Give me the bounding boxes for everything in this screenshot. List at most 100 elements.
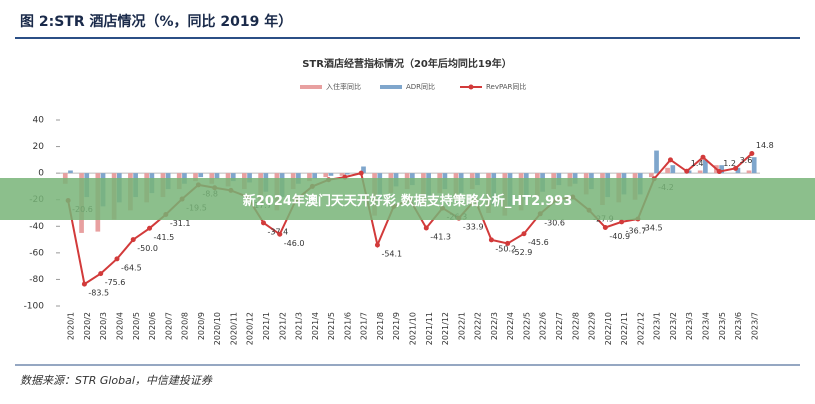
x-tick-label: 2023/4 bbox=[702, 312, 711, 340]
line-marker bbox=[130, 237, 136, 243]
data-label: -45.6 bbox=[528, 238, 549, 247]
y-tick-label: 40 bbox=[33, 116, 45, 126]
bar bbox=[230, 173, 236, 182]
bar bbox=[193, 173, 198, 182]
data-label: -83.5 bbox=[88, 289, 109, 298]
bar bbox=[719, 165, 724, 174]
x-tick-label: 2022/11 bbox=[620, 312, 629, 345]
x-tick-label: 2021/8 bbox=[376, 312, 385, 340]
line-marker bbox=[619, 219, 625, 225]
x-tick-label: 2022/2 bbox=[474, 312, 483, 340]
x-tick-label: 2021/10 bbox=[409, 312, 418, 345]
header-title: 图 2:STR 酒店情况（%，同比 2019 年） bbox=[20, 13, 292, 30]
data-label: -75.6 bbox=[105, 278, 126, 287]
line-marker bbox=[716, 169, 722, 175]
x-tick-label: 2021/9 bbox=[392, 312, 401, 340]
bar bbox=[665, 167, 670, 174]
bar bbox=[746, 170, 752, 174]
data-label: -50.2 bbox=[495, 244, 516, 253]
x-tick-label: 2022/4 bbox=[506, 312, 515, 340]
x-tick-label: 2020/5 bbox=[132, 312, 141, 340]
x-tick-label: 2023/2 bbox=[669, 312, 678, 340]
bar bbox=[735, 167, 741, 174]
y-tick-label: 0 bbox=[38, 169, 44, 179]
x-tick-label: 2020/10 bbox=[213, 312, 222, 345]
y-tick-label: -40 bbox=[29, 222, 44, 232]
bar bbox=[703, 159, 708, 174]
data-label: -46.0 bbox=[284, 239, 305, 248]
chart-title: STR酒店经营指标情况（20年后均同比19年） bbox=[302, 57, 512, 70]
bar bbox=[323, 173, 329, 178]
line-marker bbox=[260, 220, 266, 226]
x-tick-label: 2020/2 bbox=[83, 312, 92, 340]
x-tick-label: 2022/8 bbox=[571, 312, 580, 340]
x-tick-label: 2021/3 bbox=[295, 312, 304, 340]
legend-swatch bbox=[300, 85, 322, 89]
bar bbox=[339, 173, 345, 176]
x-tick-label: 2021/5 bbox=[327, 312, 336, 340]
bar bbox=[670, 165, 676, 174]
data-label: -52.9 bbox=[512, 248, 533, 257]
bar bbox=[344, 173, 350, 175]
line-marker bbox=[488, 237, 494, 243]
data-label: 3.6 bbox=[740, 156, 753, 165]
legend-swatch bbox=[380, 85, 402, 89]
x-tick-label: 2020/8 bbox=[181, 312, 190, 340]
x-tick-label: 2022/5 bbox=[522, 312, 531, 340]
data-label: -31.1 bbox=[170, 219, 191, 228]
x-tick-label: 2020/12 bbox=[246, 312, 255, 345]
bar bbox=[247, 173, 252, 183]
legend-label: 入住率同比 bbox=[326, 82, 361, 91]
data-label: -37.4 bbox=[267, 227, 288, 236]
data-label: 1.4 bbox=[691, 159, 704, 168]
data-label: -50.0 bbox=[137, 244, 158, 253]
legend-label: RevPAR同比 bbox=[486, 82, 526, 91]
x-tick-label: 2021/1 bbox=[262, 312, 271, 340]
line-marker bbox=[277, 231, 283, 237]
bar bbox=[68, 170, 73, 174]
bar bbox=[307, 173, 312, 182]
x-tick-label: 2021/6 bbox=[343, 312, 352, 340]
x-tick-label: 2021/2 bbox=[278, 312, 287, 340]
data-label: -33.9 bbox=[463, 223, 484, 232]
x-tick-label: 2022/3 bbox=[490, 312, 499, 340]
y-tick-label: -80 bbox=[29, 275, 44, 285]
y-tick-label: -100 bbox=[24, 302, 45, 312]
data-label: -40.9 bbox=[609, 232, 630, 241]
line-marker bbox=[374, 242, 380, 248]
line-marker bbox=[423, 225, 429, 231]
y-tick-label: 20 bbox=[33, 142, 45, 152]
bar bbox=[654, 150, 659, 174]
data-label: -41.3 bbox=[430, 233, 451, 242]
line-marker bbox=[667, 157, 673, 163]
x-tick-label: 2023/5 bbox=[718, 312, 727, 340]
x-tick-label: 2020/7 bbox=[164, 312, 173, 340]
x-tick-label: 2020/9 bbox=[197, 312, 206, 340]
x-tick-label: 2021/4 bbox=[311, 312, 320, 340]
x-tick-label: 2023/3 bbox=[685, 312, 694, 340]
x-tick-label: 2023/6 bbox=[734, 312, 743, 340]
x-tick-label: 2022/1 bbox=[457, 312, 466, 340]
x-tick-label: 2022/12 bbox=[636, 312, 645, 345]
y-tick-label: -60 bbox=[29, 248, 44, 258]
x-tick-label: 2020/4 bbox=[115, 312, 124, 340]
x-tick-label: 2021/11 bbox=[425, 312, 434, 345]
line-marker bbox=[98, 271, 104, 277]
x-tick-label: 2022/9 bbox=[588, 312, 597, 340]
data-label: -41.5 bbox=[154, 233, 175, 242]
x-tick-label: 2020/6 bbox=[148, 312, 157, 340]
data-label: -36.7 bbox=[626, 226, 647, 235]
data-label: -34.5 bbox=[642, 223, 663, 232]
bar bbox=[361, 166, 366, 174]
bar bbox=[328, 173, 334, 176]
bar bbox=[214, 173, 220, 179]
line-marker bbox=[749, 150, 755, 156]
legend-label: ADR同比 bbox=[406, 82, 435, 91]
x-tick-label: 2021/7 bbox=[360, 312, 369, 340]
line-marker bbox=[505, 240, 511, 246]
data-label: 14.8 bbox=[756, 141, 774, 150]
data-label: -30.6 bbox=[544, 218, 565, 227]
x-tick-label: 2021/12 bbox=[441, 312, 450, 345]
line-marker bbox=[81, 281, 87, 287]
line-marker bbox=[733, 165, 739, 171]
